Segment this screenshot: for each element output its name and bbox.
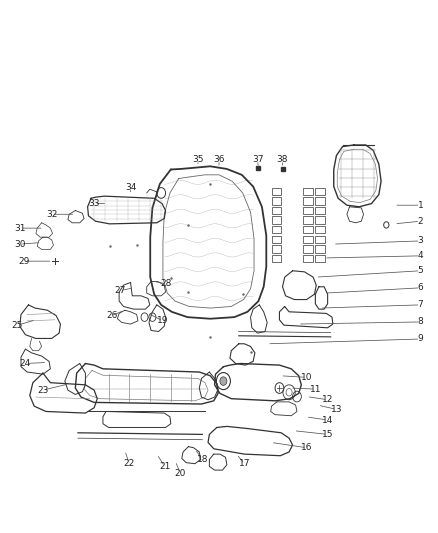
Text: 23: 23 [37, 386, 49, 394]
Text: 34: 34 [125, 183, 136, 192]
Text: 19: 19 [157, 317, 169, 325]
Bar [272, 216, 281, 224]
Bar [303, 226, 313, 233]
Text: 6: 6 [417, 284, 424, 292]
Bar [272, 197, 281, 205]
Text: 20: 20 [175, 469, 186, 478]
Bar [272, 188, 281, 195]
Bar [303, 255, 313, 262]
Bar [315, 197, 325, 205]
Bar [315, 188, 325, 195]
Bar [272, 226, 281, 233]
Text: 37: 37 [252, 156, 263, 164]
Text: 15: 15 [322, 430, 333, 439]
Text: 35: 35 [192, 156, 204, 164]
Text: 2: 2 [418, 217, 423, 225]
Text: 8: 8 [417, 318, 424, 326]
Bar [272, 207, 281, 214]
Text: 16: 16 [301, 443, 312, 452]
Circle shape [220, 377, 227, 385]
Text: 13: 13 [331, 405, 342, 414]
Bar [315, 236, 325, 243]
Bar [315, 207, 325, 214]
Text: 11: 11 [310, 385, 321, 393]
Text: 1: 1 [417, 201, 424, 209]
Bar [303, 207, 313, 214]
Text: 24: 24 [20, 359, 31, 368]
Text: 29: 29 [18, 257, 30, 265]
Bar [303, 197, 313, 205]
Text: 25: 25 [12, 321, 23, 329]
Bar [272, 255, 281, 262]
Bar [315, 226, 325, 233]
Text: 33: 33 [88, 199, 100, 208]
Text: 31: 31 [14, 224, 25, 232]
Text: 12: 12 [322, 395, 333, 404]
Text: 28: 28 [160, 279, 171, 288]
Text: 9: 9 [417, 335, 424, 343]
Text: 18: 18 [197, 455, 208, 464]
Text: 5: 5 [417, 266, 424, 275]
Text: 10: 10 [301, 373, 312, 382]
Bar [303, 188, 313, 195]
Bar [315, 245, 325, 253]
Bar [303, 236, 313, 243]
Text: 3: 3 [417, 237, 424, 245]
Bar [272, 245, 281, 253]
Bar [315, 216, 325, 224]
Bar [303, 245, 313, 253]
Bar [272, 236, 281, 243]
Text: 4: 4 [418, 252, 423, 260]
Text: 22: 22 [124, 459, 135, 468]
Bar [303, 216, 313, 224]
Text: 30: 30 [14, 240, 25, 248]
Text: 26: 26 [106, 311, 117, 320]
Text: 27: 27 [115, 286, 126, 295]
Bar [315, 255, 325, 262]
Text: 21: 21 [159, 462, 170, 471]
Text: 7: 7 [417, 301, 424, 309]
Text: 38: 38 [277, 156, 288, 164]
Text: 36: 36 [213, 156, 225, 164]
Text: 32: 32 [46, 210, 57, 219]
Text: 14: 14 [322, 416, 333, 424]
Text: 17: 17 [239, 459, 250, 468]
